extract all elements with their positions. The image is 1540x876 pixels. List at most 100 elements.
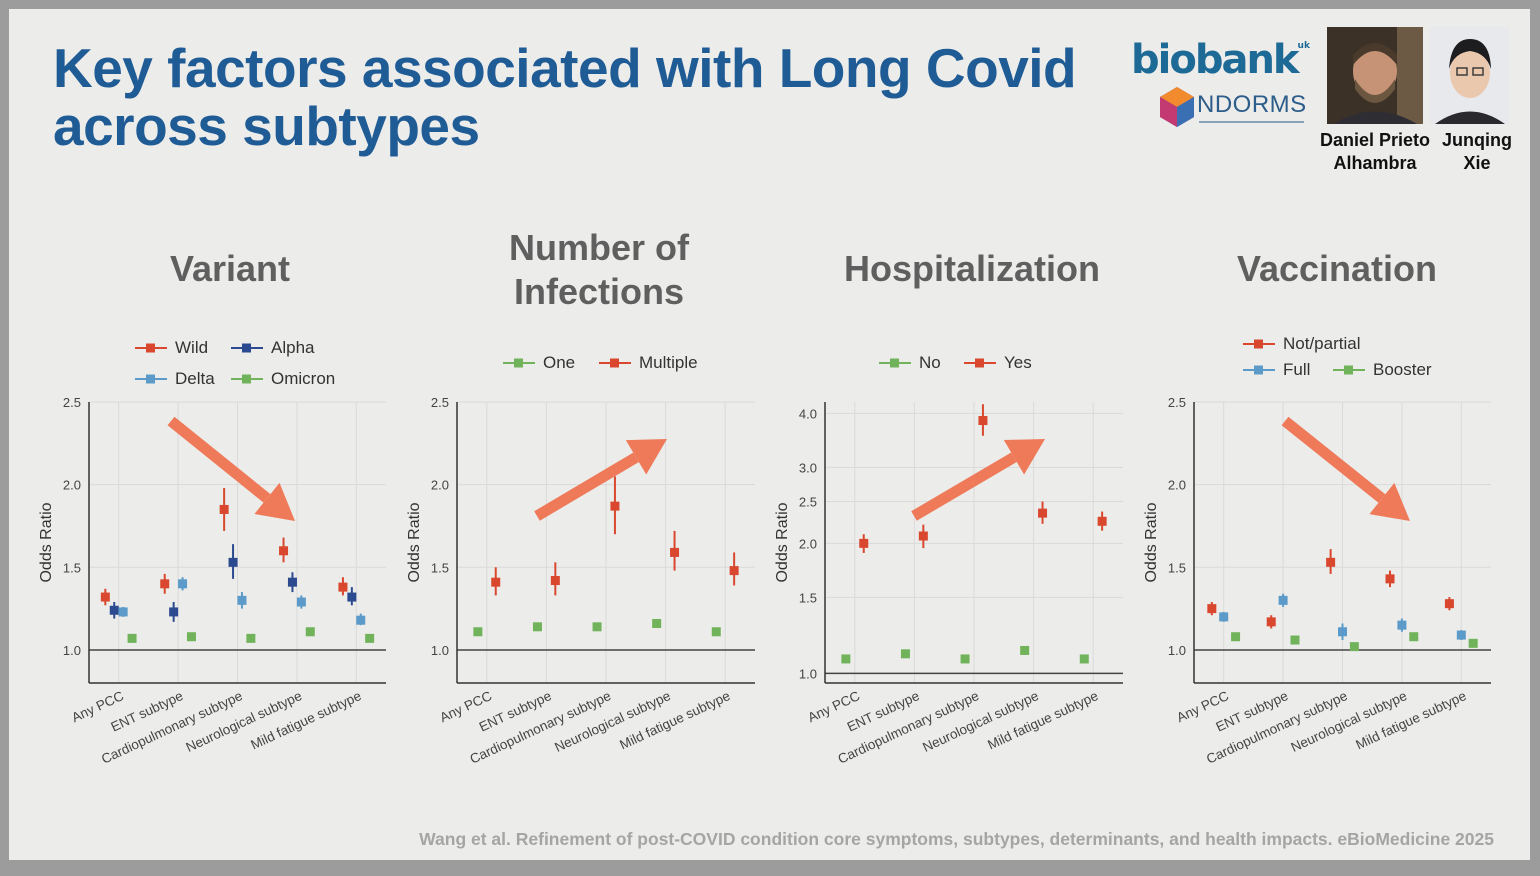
person-name-1: Daniel Prieto Alhambra: [1319, 130, 1431, 173]
y-axis-label: Odds Ratio: [406, 502, 423, 582]
y-tick-label: 1.5: [431, 560, 449, 575]
legend-swatch-icon: [879, 358, 911, 368]
panel-title-variant: Variant: [169, 248, 291, 289]
ndorms-hexagon-icon: [1160, 87, 1194, 127]
trend-arrow-shaft: [911, 452, 1017, 521]
data-point: [118, 607, 128, 617]
data-point: [338, 582, 348, 592]
legend-swatch-icon: [503, 358, 535, 368]
legend-swatch-icon: [1243, 339, 1275, 349]
legend-swatch-icon: [1333, 365, 1365, 375]
panel-title-infections: Number of Infections: [509, 227, 689, 312]
citation: Wang et al. Refinement of post-COVID con…: [419, 829, 1494, 849]
data-point: [160, 579, 170, 589]
data-point: [246, 633, 256, 643]
y-tick-label: 3.0: [799, 460, 817, 475]
y-tick-label: 2.0: [63, 478, 81, 493]
data-point: [1444, 599, 1454, 609]
data-point: [109, 605, 119, 615]
panel-title-hospitalization: Hospitalization: [843, 248, 1100, 289]
y-tick-label: 2.0: [1168, 478, 1186, 493]
y-tick-label: 2.5: [1168, 395, 1186, 410]
y-tick-label: 2.5: [431, 395, 449, 410]
x-tick-label: Mild fatigue subtype: [1353, 688, 1468, 752]
y-axis-label: Odds Ratio: [774, 502, 791, 582]
data-point: [729, 566, 739, 576]
data-point: [279, 546, 289, 556]
y-tick-label: 1.0: [431, 643, 449, 658]
legend-item: Multiple: [599, 353, 698, 373]
data-point: [169, 607, 179, 617]
data-point: [491, 577, 501, 587]
legend-swatch-icon: [599, 358, 631, 368]
data-point: [1219, 612, 1229, 622]
data-point: [711, 627, 721, 637]
data-point: [1326, 557, 1336, 567]
data-point: [1290, 635, 1300, 645]
x-tick-label: Mild fatigue subtype: [617, 688, 732, 752]
panel-title-vaccination: Vaccination: [1236, 248, 1438, 289]
data-point: [1456, 630, 1466, 640]
legend-swatch-icon: [231, 374, 263, 384]
y-tick-label: 1.5: [1168, 560, 1186, 575]
trend-arrow-shaft: [167, 416, 271, 503]
data-point: [1020, 645, 1030, 655]
data-point: [100, 592, 110, 602]
y-axis-label: Odds Ratio: [1143, 502, 1160, 582]
data-point: [356, 615, 366, 625]
y-tick-label: 2.0: [431, 478, 449, 493]
data-point: [365, 633, 375, 643]
y-tick-label: 1.5: [799, 590, 817, 605]
trend-arrow-shaft: [534, 452, 639, 521]
data-point: [550, 576, 560, 586]
legend-swatch-icon: [1243, 365, 1275, 375]
ndorms-logo: NDORMS: [1157, 83, 1307, 133]
legend-swatch-icon: [964, 358, 996, 368]
data-point: [296, 597, 306, 607]
trend-arrow-head: [1369, 482, 1410, 521]
legend-item: Yes: [964, 353, 1032, 373]
trend-arrow-shaft: [1281, 416, 1386, 503]
ndorms-text: NDORMS: [1197, 91, 1307, 118]
data-point: [347, 592, 357, 602]
data-point: [1468, 638, 1478, 648]
legend-item: Alpha: [231, 338, 314, 358]
data-point: [652, 618, 662, 628]
person-name-2: Junqing Xie: [1442, 130, 1512, 173]
data-point: [178, 579, 188, 589]
data-point: [473, 627, 483, 637]
data-point: [859, 538, 869, 548]
data-point: [1385, 574, 1395, 584]
y-tick-label: 1.0: [799, 666, 817, 681]
data-point: [918, 531, 928, 541]
data-point: [532, 622, 542, 632]
data-point: [1397, 620, 1407, 630]
ndorms-tagline-rule: [1199, 121, 1304, 123]
legend-swatch-icon: [231, 343, 263, 353]
trend-arrow-head: [1003, 439, 1045, 475]
legend-item: No: [879, 353, 941, 373]
data-point: [670, 547, 680, 557]
data-point: [1038, 508, 1048, 518]
data-point: [592, 622, 602, 632]
person-photo-2: [1430, 27, 1509, 124]
data-point: [186, 632, 196, 642]
data-point: [1097, 516, 1107, 526]
legend-item: Booster: [1333, 360, 1432, 380]
data-point: [1278, 595, 1288, 605]
trend-arrow-head: [254, 482, 295, 521]
y-tick-label: 2.5: [799, 495, 817, 510]
y-tick-label: 4.0: [799, 406, 817, 421]
data-point: [1079, 654, 1089, 664]
x-tick-label: Mild fatigue subtype: [985, 688, 1100, 752]
data-point: [219, 504, 229, 514]
slide: Key factors associated with Long Covid a…: [9, 9, 1530, 860]
biobank-logo: biobankuk: [1131, 37, 1310, 83]
legend-item: Full: [1243, 360, 1310, 380]
legend-item: Not/partial: [1243, 334, 1360, 354]
data-point: [305, 627, 315, 637]
x-tick-label: Mild fatigue subtype: [248, 688, 363, 752]
y-tick-label: 1.5: [63, 560, 81, 575]
data-point: [610, 501, 620, 511]
data-point: [1266, 617, 1276, 627]
